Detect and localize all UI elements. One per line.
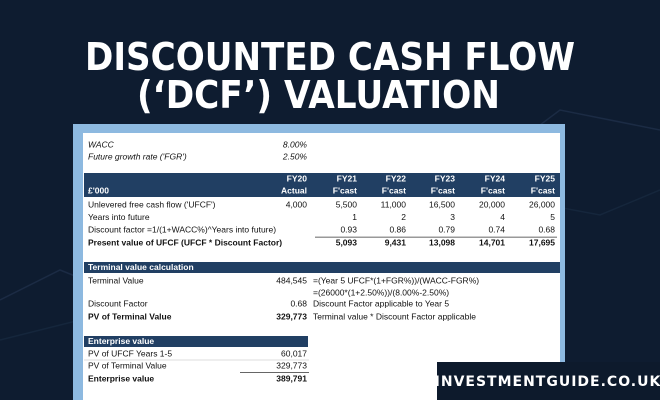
assumption-label: Future growth rate ('FGR') [88,151,187,161]
row-label: Years into future [88,212,150,222]
year-header: FY20 [287,173,308,183]
assumption-value: 2.50% [282,151,308,161]
section-band [84,262,560,273]
year-header: FY21 [337,173,358,183]
type-header: F'cast [431,185,455,195]
year-header: FY24 [485,173,506,183]
row-label: PV of Terminal Value [88,311,172,321]
title-line: (‘DCF’) VALUATION [137,73,500,117]
row-value: 389,791 [276,373,307,383]
site-name: INVESTMENTGUIDE.CO.UK [435,374,660,390]
unit-label: £'000 [88,185,109,195]
row-label: Enterprise value [88,373,154,383]
cell-value: 4,000 [286,199,308,209]
row-value: 329,773 [276,311,307,321]
cell-value: 2 [401,212,406,222]
row-note: Terminal value * Discount Factor applica… [313,311,476,321]
cell-value: 13,098 [429,237,455,247]
assumption-value: 8.00% [283,139,308,149]
row-label: Discount Factor [88,298,148,308]
badge [437,362,660,400]
spreadsheet: WACC 8.00% Future growth rate ('FGR') 2.50%… [84,139,560,383]
year-header: FY22 [386,173,407,183]
row-note: =(Year 5 UFCF*(1+FGR%))/(WACC-FGR%) [313,275,479,285]
row-value: 60,017 [281,348,307,358]
type-header: Actual [281,185,307,195]
cell-value: 4 [500,212,505,222]
type-header: F'cast [531,185,555,195]
cell-value: 26,000 [529,199,555,209]
header-band [84,173,560,197]
cell-value: 0.79 [438,225,455,235]
section-title: Enterprise value [88,336,154,346]
cell-value: 20,000 [479,199,505,209]
row-label: Unlevered free cash flow ('UFCF') [88,199,216,209]
cell-value: 0.86 [389,225,406,235]
title-line: DISCOUNTED CASH FLOW [85,35,575,79]
cell-value: 16,500 [429,199,455,209]
section-title: Terminal value calculation [88,262,194,272]
cell-value: 1 [352,212,357,222]
row-value: 0.68 [290,298,307,308]
year-header: FY23 [435,173,456,183]
assumption-label: WACC [88,139,115,149]
row-label: PV of UFCF Years 1-5 [88,348,172,358]
cell-value: 5 [550,212,555,222]
year-header: FY25 [535,173,556,183]
cell-value: 5,093 [336,237,358,247]
cell-value: 11,000 [381,199,407,209]
cell-value: 17,695 [529,237,555,247]
cell-value: 9,431 [385,237,407,247]
type-header: F'cast [333,185,357,195]
cell-value: 3 [450,212,455,222]
type-header: F'cast [382,185,406,195]
cell-value: 0.93 [340,225,357,235]
cell-value: 5,500 [336,199,358,209]
cell-value: 0.74 [488,225,505,235]
row-note: Discount Factor applicable to Year 5 [313,298,449,308]
row-label: Discount factor =1/(1+WACC%)^Years into … [88,225,276,235]
row-label: PV of Terminal Value [88,360,167,370]
type-header: F'cast [481,185,505,195]
row-value: 484,545 [276,275,307,285]
row-value: 329,773 [276,360,307,370]
row-note: =(26000*(1+2.50%))/(8.00%-2.50%) [313,287,449,297]
section-band [84,336,308,347]
row-label: Terminal Value [88,275,144,285]
cell-value: 14,701 [479,237,505,247]
cell-value: 0.68 [538,225,555,235]
row-label: Present value of UFCF (UFCF * Discount F… [88,237,282,247]
